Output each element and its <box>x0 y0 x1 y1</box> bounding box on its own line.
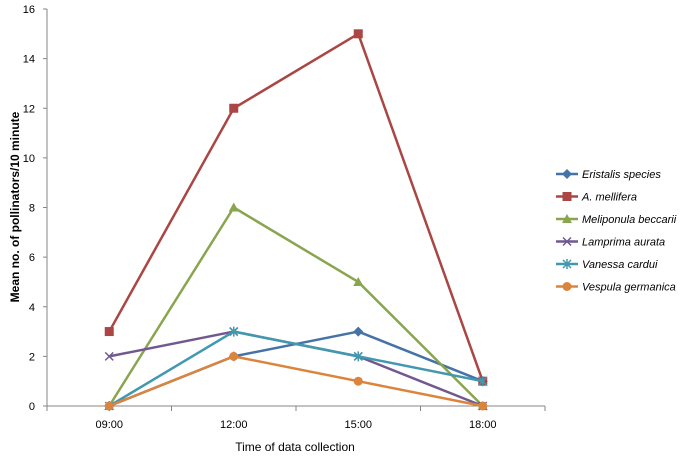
series-line-meliponula-beccarii <box>108 206 484 407</box>
data-point <box>353 351 363 362</box>
x-tick-label: 15:00 <box>344 419 372 431</box>
data-point <box>229 326 239 337</box>
data-point <box>478 376 488 387</box>
legend-marker <box>562 236 572 247</box>
legend-label: Eristalis species <box>582 169 661 181</box>
legend-marker <box>562 169 572 179</box>
x-tick-label: 18:00 <box>469 419 497 431</box>
data-point <box>353 326 364 337</box>
series-line-vanessa-cardui <box>108 330 483 408</box>
legend-marker <box>562 214 572 223</box>
legend: Eristalis species A. mellifera Meliponula … <box>556 169 677 294</box>
legend-marker <box>562 192 572 201</box>
y-tick-label: 16 <box>23 4 35 16</box>
legend-item: Lamprima aurata <box>556 237 665 249</box>
x-axis-title: Time of data collection <box>235 440 355 454</box>
legend-item: A. mellifera <box>556 192 637 204</box>
x-tick-label: 09:00 <box>95 419 123 431</box>
series-vespula-germanica <box>104 351 488 411</box>
data-point <box>353 29 363 39</box>
legend-item: Eristalis species <box>556 169 661 181</box>
axes: 0 2 4 6 8 10 12 14 16 09:00 12:00 15:00 18:00 <box>23 4 546 431</box>
y-tick-label: 6 <box>29 252 35 264</box>
x-tick-label: 12:00 <box>220 419 248 431</box>
legend-marker <box>562 259 572 269</box>
series-a-mellifera <box>104 29 488 386</box>
series-line-vespula-germanica <box>108 355 483 408</box>
legend-marker <box>562 282 572 291</box>
data-point <box>478 401 488 411</box>
y-axis-title: Mean no. of pollinators/10 minute <box>8 111 22 302</box>
legend-label: Meliponula beccarii <box>582 214 677 226</box>
data-point <box>229 103 239 113</box>
legend-label: A. mellifera <box>581 192 637 204</box>
y-tick-label: 10 <box>23 153 35 165</box>
data-point <box>104 351 114 361</box>
data-point <box>353 376 363 386</box>
data-point <box>104 401 114 411</box>
y-tick-label: 4 <box>29 302 35 314</box>
y-tick-label: 12 <box>23 103 35 115</box>
legend-item: Vespula germanica <box>556 282 676 294</box>
data-point <box>228 202 239 212</box>
data-point <box>229 351 239 361</box>
series-line-a-mellifera <box>108 32 484 382</box>
y-tick-label: 8 <box>29 203 35 215</box>
data-point <box>353 276 364 286</box>
legend-label: Vespula germanica <box>582 282 676 294</box>
legend-item: Meliponula beccarii <box>556 214 677 226</box>
legend-label: Vanessa cardui <box>582 259 658 271</box>
y-tick-label: 0 <box>29 401 35 413</box>
y-tick-label: 2 <box>29 351 35 363</box>
series-layer <box>104 29 488 411</box>
legend-label: Lamprima aurata <box>582 237 665 249</box>
legend-item: Vanessa cardui <box>556 259 658 271</box>
y-tick-label: 14 <box>23 54 35 66</box>
data-point <box>104 327 114 337</box>
